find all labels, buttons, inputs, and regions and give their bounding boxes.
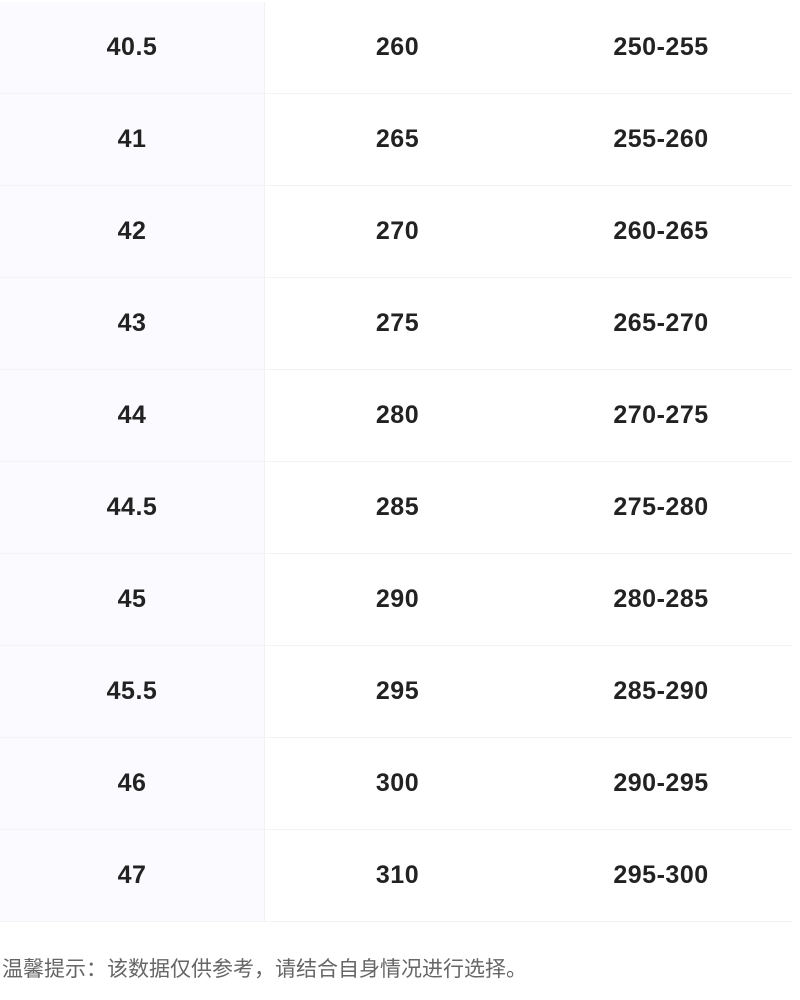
- table-row: 43 275 265-270: [0, 278, 792, 370]
- size-cell: 41: [0, 94, 265, 185]
- range-cell: 285-290: [613, 677, 709, 705]
- length-cell: 300: [375, 769, 420, 797]
- size-cell: 47: [0, 830, 265, 921]
- table-row: 44 280 270-275: [0, 370, 792, 462]
- range-cell: 270-275: [613, 401, 709, 429]
- table-row: 41 265 255-260: [0, 94, 792, 186]
- length-cell: 280: [375, 401, 420, 429]
- length-cell: 270: [375, 217, 420, 245]
- length-cell: 260: [375, 33, 420, 61]
- size-table: 40.5 260 250-255 41 265 255-260 42 270 260-265 43…: [0, 2, 792, 922]
- size-cell: 42: [0, 186, 265, 277]
- size-cell: 40.5: [0, 2, 265, 93]
- range-cell: 295-300: [613, 861, 709, 889]
- table-row: 40.5 260 250-255: [0, 2, 792, 94]
- table-row: 47 310 295-300: [0, 830, 792, 922]
- table-row: 44.5 285 275-280: [0, 462, 792, 554]
- size-cell: 44.5: [0, 462, 265, 553]
- length-cell: 265: [375, 125, 420, 153]
- size-cell: 45.5: [0, 646, 265, 737]
- range-cell: 250-255: [613, 33, 709, 61]
- length-cell: 310: [375, 861, 420, 889]
- size-cell: 45: [0, 554, 265, 645]
- table-row: 45 290 280-285: [0, 554, 792, 646]
- table-row: 42 270 260-265: [0, 186, 792, 278]
- range-cell: 290-295: [613, 769, 709, 797]
- length-cell: 275: [375, 309, 420, 337]
- table-row: 45.5 295 285-290: [0, 646, 792, 738]
- tip-note: 温馨提示：该数据仅供参考，请结合自身情况进行选择。: [2, 957, 527, 981]
- size-cell: 43: [0, 278, 265, 369]
- length-cell: 285: [375, 493, 420, 521]
- range-cell: 275-280: [613, 493, 709, 521]
- length-cell: 290: [375, 585, 420, 613]
- range-cell: 260-265: [613, 217, 709, 245]
- table-row: 46 300 290-295: [0, 738, 792, 830]
- size-cell: 46: [0, 738, 265, 829]
- size-cell: 44: [0, 370, 265, 461]
- range-cell: 265-270: [613, 309, 709, 337]
- length-cell: 295: [375, 677, 420, 705]
- range-cell: 280-285: [613, 585, 709, 613]
- range-cell: 255-260: [613, 125, 709, 153]
